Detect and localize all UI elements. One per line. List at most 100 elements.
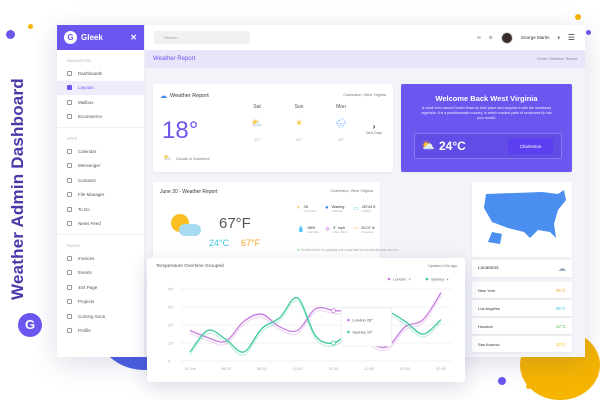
city-temp: 33°C — [555, 341, 566, 347]
sidebar-item-404-page[interactable]: 404 Page — [57, 280, 144, 295]
sidebar-item-mailbox[interactable]: Mailbox — [57, 95, 144, 110]
user-name[interactable]: George Martin — [520, 35, 550, 40]
settings-icon[interactable]: ⚙ — [488, 34, 493, 40]
legend-london[interactable]: London — [393, 277, 406, 282]
ceiling-icon: ▭ — [353, 206, 359, 212]
pressure-icon: ◠ — [353, 227, 359, 233]
search-input[interactable]: Search... — [154, 31, 250, 44]
menu-item-icon — [67, 284, 72, 290]
chart-title: Temperature Overtime Grouped — [156, 264, 224, 269]
condition: Clouds & Sunshine — [175, 155, 210, 161]
sidebar-item-ecommerce[interactable]: Ecommerce — [57, 110, 144, 125]
logo-icon: G — [64, 31, 77, 44]
us-map[interactable] — [472, 182, 572, 257]
location: Charleston, West Virginia — [330, 189, 373, 193]
stat-item: ▭ 25744 ft Ceiling — [353, 205, 375, 213]
card-title: Locations — [478, 266, 499, 271]
location-row[interactable]: New York 45°C — [472, 282, 572, 298]
location-row[interactable]: Houston 12°C — [472, 318, 572, 334]
sidebar-item-profile[interactable]: Profile — [57, 324, 144, 339]
stat-label: Ceiling — [361, 209, 371, 213]
divider — [57, 127, 144, 128]
decor-dot — [575, 14, 581, 20]
note-text: Excellent time for planting root crops t… — [300, 248, 401, 252]
sidebar-item-label: Invoices — [78, 255, 95, 261]
stat-item: 💧 58% Humidity — [297, 226, 319, 234]
location: Charleston, West Virginia — [343, 93, 386, 97]
day-label: Mon — [336, 104, 346, 110]
sidebar-item-dashboards[interactable]: Dashboards — [57, 66, 144, 81]
sidebar-item-calendar[interactable]: Calendar — [57, 144, 144, 159]
y-tick-label: 30° — [168, 305, 174, 310]
current-temp: 18° — [162, 117, 199, 144]
line-chart: 0 10° 20° 30° 40° 14 Jun 08.00 09.30 10.00 11.00 1… — [168, 277, 451, 371]
divider — [57, 234, 144, 235]
menu-icon[interactable]: ☰ — [567, 33, 575, 42]
y-tick-label: 40° — [168, 287, 174, 292]
sidebar-item-events[interactable]: Events — [57, 266, 144, 281]
forecast-day: Sat ⛅ 22° — [245, 104, 269, 142]
cloud-icon: ☁ — [160, 93, 167, 100]
day-temp: 31° — [295, 137, 303, 142]
x-tick-label: 08.00 — [221, 366, 232, 371]
menu-item-icon — [67, 70, 72, 76]
app-window: G Gleek ✕ NAVIGATION Dashboards Layouts Mai… — [57, 25, 585, 357]
brand: G Gleek ✕ — [57, 25, 144, 50]
avatar[interactable] — [500, 31, 513, 44]
welcome-temp: 24°C — [439, 139, 466, 153]
sidebar-item-file-manager[interactable]: File Manager — [57, 188, 144, 203]
brand-name: Gleek — [81, 33, 103, 42]
day-temp: 22° — [253, 137, 261, 142]
forecast-day: Mon 🌧 19° — [329, 104, 353, 142]
sidebar-item-to-do[interactable]: To Do — [57, 202, 144, 217]
stat-value: Waning — [331, 205, 345, 209]
cloud-icon: ☁ — [558, 264, 566, 273]
y-tick-label: 20° — [168, 323, 174, 328]
brand-logo: G — [18, 313, 42, 337]
sidebar-item-label: Events — [78, 270, 92, 276]
rain-icon: 🌧 — [335, 118, 347, 128]
city: Houston — [478, 323, 493, 329]
next-days-label: Next Days — [366, 131, 383, 135]
x-tick-label: 12.00 — [364, 366, 375, 371]
sidebar-item-label: Contacts — [78, 177, 96, 183]
stat-item: ◐ 06 UV Index — [297, 205, 316, 213]
charleston-button[interactable]: Charleston — [508, 139, 553, 154]
x-tick-label: 09.30 — [257, 366, 268, 371]
x-tick-label: 01.00 — [400, 366, 411, 371]
sidebar-item-projects[interactable]: Projects — [57, 295, 144, 310]
decor-dot — [498, 377, 506, 385]
sidebar-item-label: To Do — [78, 206, 90, 212]
breadcrumb: Weather Report Home › Weather Report — [145, 50, 585, 68]
sidebar-item-layouts[interactable]: Layouts — [57, 80, 144, 95]
sidebar-item-coming-soon[interactable]: Coming Soon — [57, 309, 144, 324]
notification-icon[interactable]: ✉ — [476, 34, 481, 40]
collapse-icon[interactable]: ✕ — [130, 33, 137, 42]
day-label: Sat — [253, 104, 261, 110]
chevron-down-icon[interactable]: ▾ — [557, 34, 560, 40]
sidebar-item-label: 404 Page — [78, 284, 98, 290]
sydney-line — [189, 297, 442, 353]
section-title: PAGES — [67, 244, 81, 248]
breadcrumb-path[interactable]: Home › Weather Report — [536, 57, 577, 61]
location-row[interactable]: San Antonio 33°C — [472, 336, 572, 352]
menu-item-icon — [67, 221, 72, 227]
city: Los Angeles — [478, 305, 500, 311]
x-tick-label: 10.00 — [293, 366, 304, 371]
sidebar-item-messenger[interactable]: Messenger — [57, 159, 144, 174]
stat-value: 25744 ft — [361, 205, 376, 209]
humidity-icon: 💧 — [297, 227, 305, 233]
sidebar-item-label: Ecommerce — [78, 114, 103, 120]
next-days-button[interactable]: › Next Days — [366, 122, 382, 135]
sidebar-item-contacts[interactable]: Contacts — [57, 173, 144, 188]
location-row[interactable]: Los Angeles 35°C — [472, 300, 572, 316]
y-tick-label: 0 — [168, 359, 171, 364]
sidebar-item-invoices[interactable]: Invoices — [57, 251, 144, 266]
sidebar-item-news-feed[interactable]: News Feed — [57, 217, 144, 232]
city: San Antonio — [478, 341, 500, 347]
decor-dot — [28, 24, 33, 29]
legend-sydney[interactable]: Sydney — [431, 277, 444, 282]
page-title: Weather Report — [153, 56, 196, 62]
temperature-chart-card: Temperature Overtime Grouped Updated 20s… — [147, 258, 465, 382]
temp-c: 24°C — [209, 238, 230, 248]
